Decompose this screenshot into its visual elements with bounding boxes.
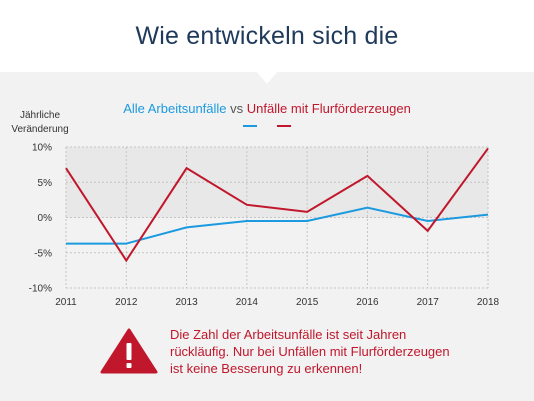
plot-area [66,147,488,218]
series-line-flurfoerderzeuge [65,147,489,263]
legend-swatch-blue [243,125,257,127]
y-axis-label-line-2: Veränderung [11,124,69,135]
series-lines [65,147,489,263]
legend-series-a: Alle Arbeitsunfälle [123,101,227,116]
y-tick-label: -5% [34,248,52,259]
content-panel [0,72,534,401]
notice-text: Die Zahl der Arbeitsunfälle ist seit Jah… [170,326,470,377]
notice-line-2: rückläufig. Nur bei Unfällen mit Flurför… [170,344,450,359]
x-tick-label: 2011 [55,297,77,308]
x-tick-labels: 2011 2012 2013 2014 2015 2016 2017 2018 [55,297,499,308]
x-tick-label: 2012 [115,297,138,308]
panel-notch [255,70,279,84]
y-axis-label-line-1: Jährliche [19,110,61,121]
y-tick-label: 5% [38,178,53,189]
header-area: Wie entwickeln sich die [0,0,534,72]
chart-legend: Alle Arbeitsunfälle vs Unfälle mit Flurf… [0,101,534,116]
x-tick-label: 2017 [417,297,440,308]
y-tick-label: 0% [38,213,53,224]
warning-triangle-icon [100,328,158,374]
x-tick-label: 2014 [236,297,259,308]
legend-separator: vs [230,101,244,116]
page-title: Wie entwickeln sich die [135,22,399,50]
y-tick-labels: 10% 5% 0% -5% -10% [29,143,52,295]
legend-swatch-red [277,125,291,127]
y-tick-label: -10% [29,284,52,295]
x-tick-label: 2018 [477,297,500,308]
notice-line-1: Die Zahl der Arbeitsunfälle ist seit Jah… [170,327,407,342]
series-line-alle-arbeitsunfaelle [66,206,489,245]
y-tick-label: 10% [32,143,52,154]
legend-series-b: Unfälle mit Flurförderzeugen [246,101,411,116]
x-tick-label: 2013 [175,297,198,308]
y-axis-label: Jährliche Veränderung [10,109,70,137]
notice-line-3: ist keine Besserung zu erkennen! [170,361,363,376]
grid-lines [65,146,489,289]
x-tick-label: 2016 [356,297,379,308]
x-tick-label: 2015 [296,297,319,308]
